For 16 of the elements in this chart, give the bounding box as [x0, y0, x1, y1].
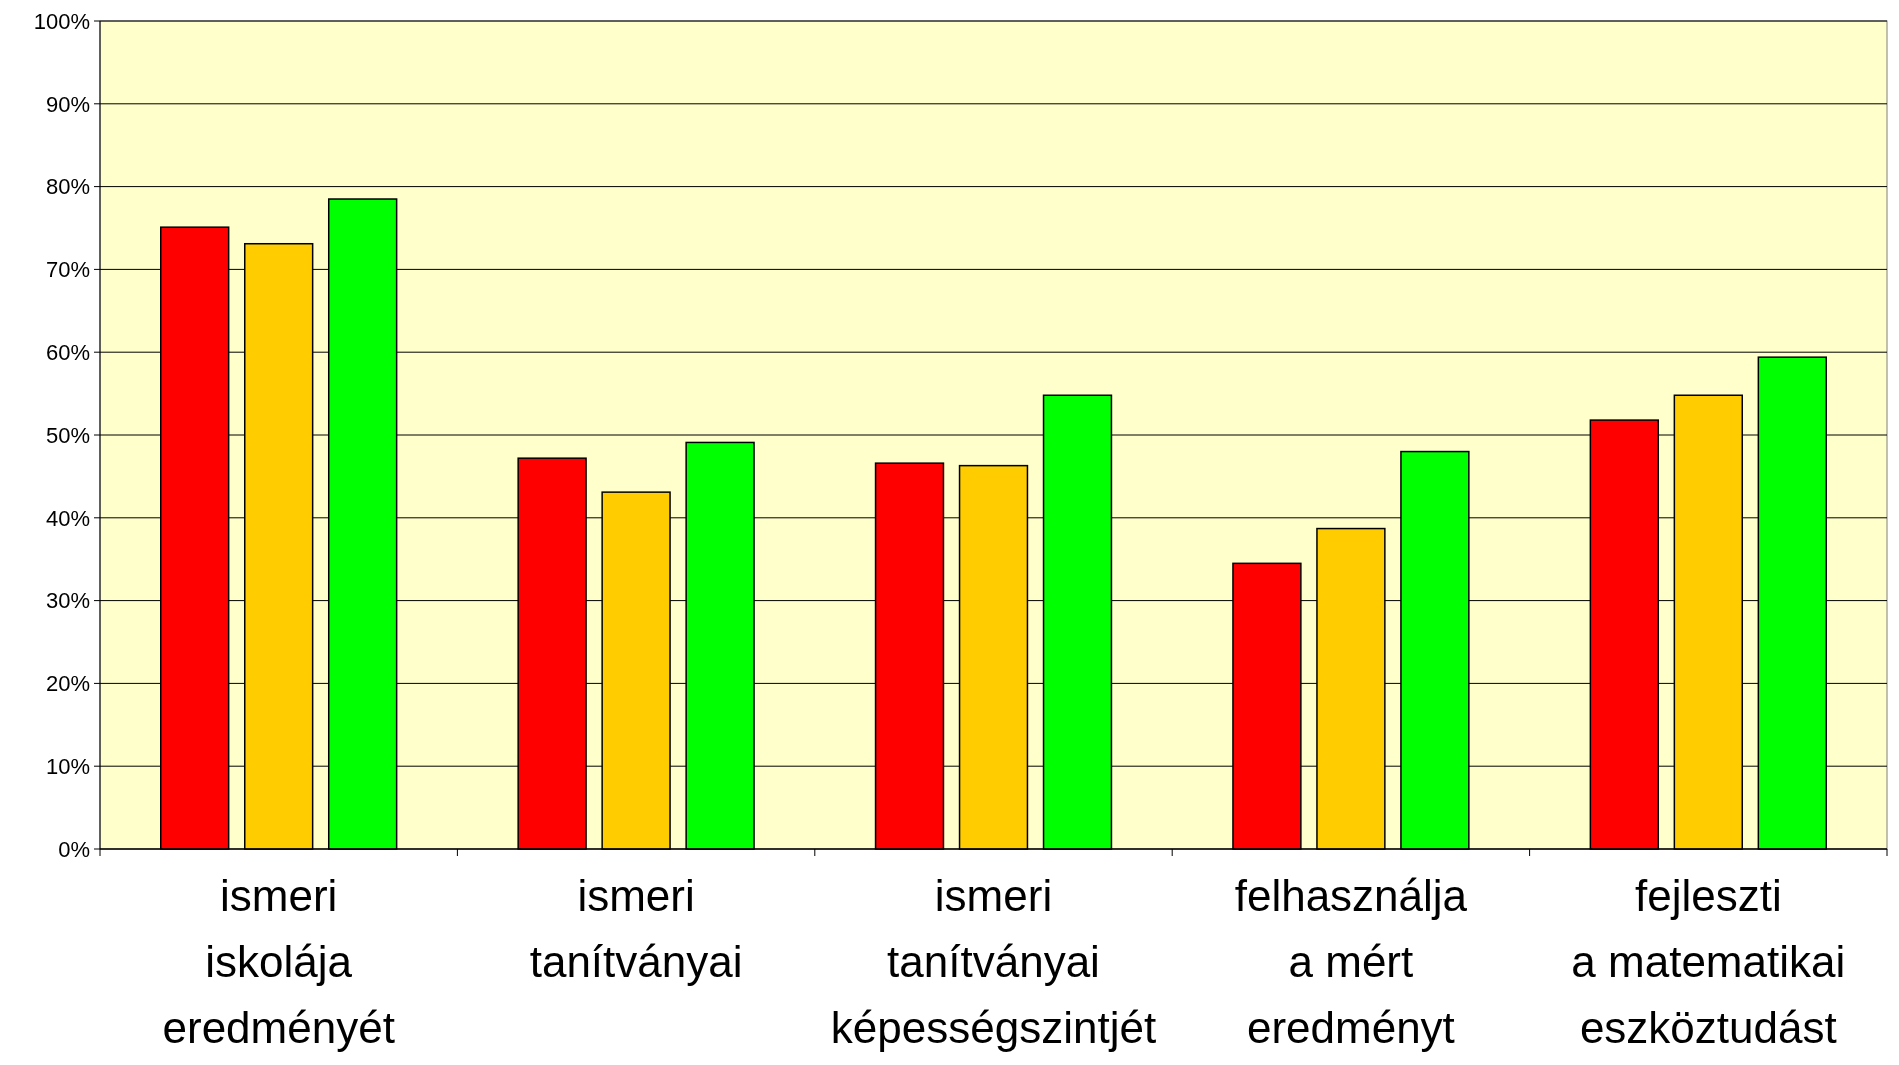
y-tick-label: 20%	[45, 671, 90, 697]
y-tick-label: 0%	[58, 836, 90, 862]
x-tick-label: felhasználja a mért eredményt	[1234, 871, 1468, 1052]
y-tick-label: 80%	[45, 174, 90, 200]
y-tick-label: 100%	[33, 8, 90, 34]
y-tick-label: 90%	[45, 91, 90, 117]
y-tick-label: 60%	[45, 339, 90, 365]
y-tick-label: 50%	[45, 422, 90, 448]
x-tick-label: ismeri iskolája eredményét	[162, 871, 395, 1052]
x-tick-label: ismeri tanítványai képességszintjét	[830, 871, 1157, 1052]
x-tick-label: fejleszti a matematikai eszköztudást	[1571, 871, 1846, 1052]
y-tick-label: 40%	[45, 505, 90, 531]
y-tick-label: 10%	[45, 753, 90, 779]
y-tick-label: 30%	[45, 588, 90, 614]
y-tick-label: 70%	[45, 257, 90, 283]
x-tick-label: ismeri tanítványai	[529, 871, 743, 986]
